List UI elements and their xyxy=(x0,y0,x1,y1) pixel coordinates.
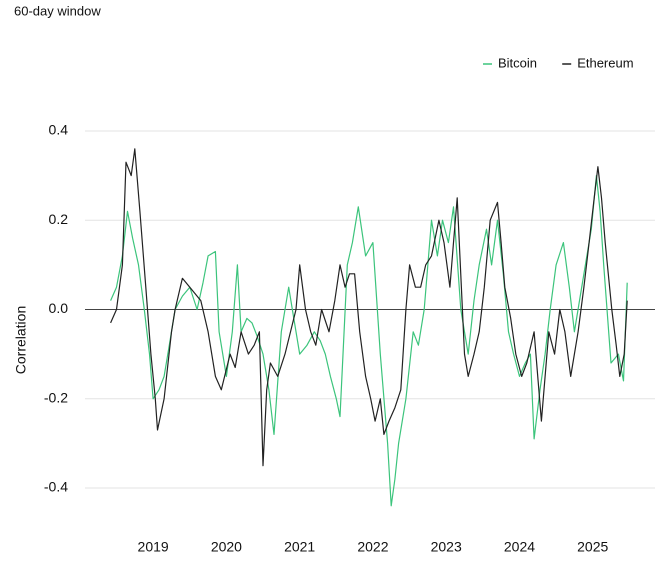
x-tick-label: 2022 xyxy=(357,539,388,555)
legend-label: Ethereum xyxy=(577,55,633,70)
x-tick-label: 2021 xyxy=(284,539,315,555)
y-tick-label: -0.4 xyxy=(44,479,68,495)
x-tick-label: 2024 xyxy=(504,539,535,555)
y-tick-label: 0.0 xyxy=(49,300,69,316)
x-tick-label: 2019 xyxy=(138,539,169,555)
y-tick-label: 0.2 xyxy=(49,211,69,227)
x-tick-label: 2023 xyxy=(431,539,462,555)
y-tick-label: -0.2 xyxy=(44,389,68,405)
series-line xyxy=(110,175,628,507)
chart-subtitle: 60-day window xyxy=(14,3,101,18)
y-tick-label: 0.4 xyxy=(49,122,69,138)
y-axis-label: Correlation xyxy=(13,306,29,374)
legend-label: Bitcoin xyxy=(498,55,537,70)
x-tick-label: 2025 xyxy=(577,539,608,555)
x-tick-label: 2020 xyxy=(211,539,242,555)
series-line xyxy=(110,148,628,467)
